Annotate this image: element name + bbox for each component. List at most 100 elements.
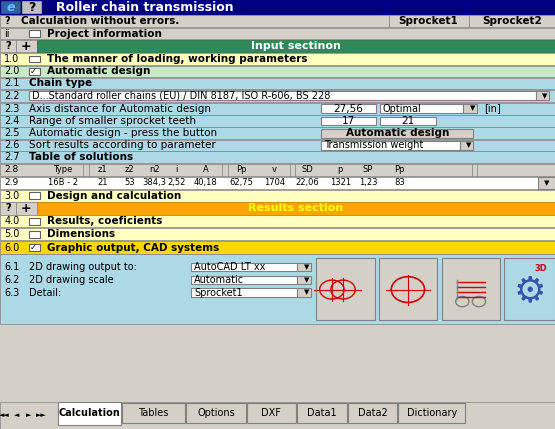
Text: ?: ? (5, 41, 11, 51)
Text: 1,23: 1,23 (359, 178, 377, 187)
Bar (297, 276, 311, 284)
Text: Range of smaller sprocket teeth: Range of smaller sprocket teeth (29, 116, 196, 126)
Bar (191, 276, 297, 284)
Bar (321, 104, 376, 113)
Text: Data2: Data2 (357, 408, 387, 418)
Text: Results, coeficients: Results, coeficients (47, 216, 163, 227)
Text: Calculation without errors.: Calculation without errors. (21, 16, 179, 26)
Text: 3D: 3D (535, 264, 547, 272)
Text: +: + (21, 40, 32, 53)
Bar (0, 127, 555, 139)
Bar (0, 140, 555, 151)
Bar (321, 117, 376, 125)
Bar (0, 53, 555, 65)
Text: 2.2: 2.2 (4, 91, 20, 101)
Text: ▼: ▼ (466, 142, 472, 148)
Text: Graphic output, CAD systems: Graphic output, CAD systems (47, 242, 219, 253)
Text: ii: ii (4, 29, 10, 39)
Bar (21, 0, 42, 14)
Bar (29, 55, 40, 63)
Text: 1704: 1704 (264, 178, 285, 187)
Text: ◄: ◄ (14, 412, 19, 418)
Text: 3.0: 3.0 (4, 190, 19, 201)
Bar (0, 115, 555, 127)
Text: 2.1: 2.1 (4, 78, 20, 88)
Bar (37, 40, 555, 52)
Bar (0, 78, 555, 89)
Text: Pp: Pp (395, 166, 405, 174)
Text: Sprocket2: Sprocket2 (482, 16, 542, 26)
Text: A: A (203, 166, 208, 174)
Bar (321, 129, 473, 138)
Bar (29, 192, 40, 199)
Text: [in]: [in] (485, 103, 501, 114)
Bar (37, 202, 555, 214)
Text: 2.3: 2.3 (4, 103, 20, 114)
Bar (58, 402, 121, 425)
Bar (380, 117, 436, 125)
Text: 6.1: 6.1 (4, 262, 19, 272)
Text: Detail:: Detail: (29, 287, 61, 298)
Text: 53: 53 (124, 178, 135, 187)
Text: DXF: DXF (261, 408, 281, 418)
Text: SP: SP (363, 166, 373, 174)
Bar (348, 403, 397, 423)
Bar (536, 91, 549, 100)
Bar (442, 258, 500, 320)
Text: Design and calculation: Design and calculation (47, 190, 181, 201)
Text: Automatic: Automatic (194, 275, 244, 285)
Bar (29, 231, 40, 238)
Text: 6.2: 6.2 (4, 275, 20, 285)
Bar (0, 190, 555, 202)
Bar (186, 403, 246, 423)
Text: 2.8: 2.8 (4, 166, 19, 174)
Bar (0, 164, 555, 176)
Text: Roller chain transmission: Roller chain transmission (56, 0, 233, 14)
Text: ▼: ▼ (542, 93, 548, 99)
Text: Automatic design - press the button: Automatic design - press the button (29, 128, 217, 138)
Bar (29, 218, 40, 225)
Text: Dimensions: Dimensions (47, 229, 115, 239)
Text: 16B - 2: 16B - 2 (48, 178, 78, 187)
Text: Sprocket1: Sprocket1 (398, 16, 458, 26)
Text: Automatic design: Automatic design (346, 128, 449, 138)
Text: ✓: ✓ (29, 243, 37, 252)
Bar (191, 263, 297, 271)
Bar (297, 288, 311, 297)
Text: ?: ? (5, 203, 11, 214)
Text: 2.9: 2.9 (4, 178, 19, 187)
Text: 2D drawing scale: 2D drawing scale (29, 275, 113, 285)
Text: v: v (272, 166, 278, 174)
Text: z2: z2 (124, 166, 134, 174)
Bar (316, 258, 375, 320)
Text: ✓: ✓ (29, 67, 37, 76)
Text: e: e (6, 0, 15, 14)
Text: 1321: 1321 (330, 178, 351, 187)
Text: Results section: Results section (248, 203, 344, 214)
Text: 17: 17 (342, 116, 355, 126)
Bar (0, 40, 16, 52)
Text: AutoCAD LT xx: AutoCAD LT xx (194, 262, 266, 272)
Bar (398, 403, 465, 423)
Text: n2: n2 (149, 166, 160, 174)
Bar (16, 40, 37, 52)
Text: Calculation: Calculation (59, 408, 120, 418)
Text: 40,18: 40,18 (194, 178, 217, 187)
Text: ◄◄: ◄◄ (0, 412, 10, 418)
Text: 6.3: 6.3 (4, 287, 19, 298)
Bar (379, 258, 437, 320)
Text: ▼: ▼ (304, 290, 309, 296)
Text: ►►: ►► (36, 412, 47, 418)
Text: 2.5: 2.5 (4, 128, 20, 138)
Text: 27,56: 27,56 (334, 103, 364, 114)
Text: 384,3: 384,3 (142, 178, 166, 187)
Text: 2D drawing output to:: 2D drawing output to: (29, 262, 137, 272)
Text: ▼: ▼ (304, 264, 309, 270)
Text: The manner of loading, working parameters: The manner of loading, working parameter… (47, 54, 307, 64)
Bar (29, 30, 40, 37)
Text: 21: 21 (98, 178, 108, 187)
Bar (0, 228, 555, 240)
Text: Dictionary: Dictionary (407, 408, 457, 418)
Text: Chain type: Chain type (29, 78, 92, 88)
Text: Axis distance for Automatic design: Axis distance for Automatic design (29, 103, 211, 114)
